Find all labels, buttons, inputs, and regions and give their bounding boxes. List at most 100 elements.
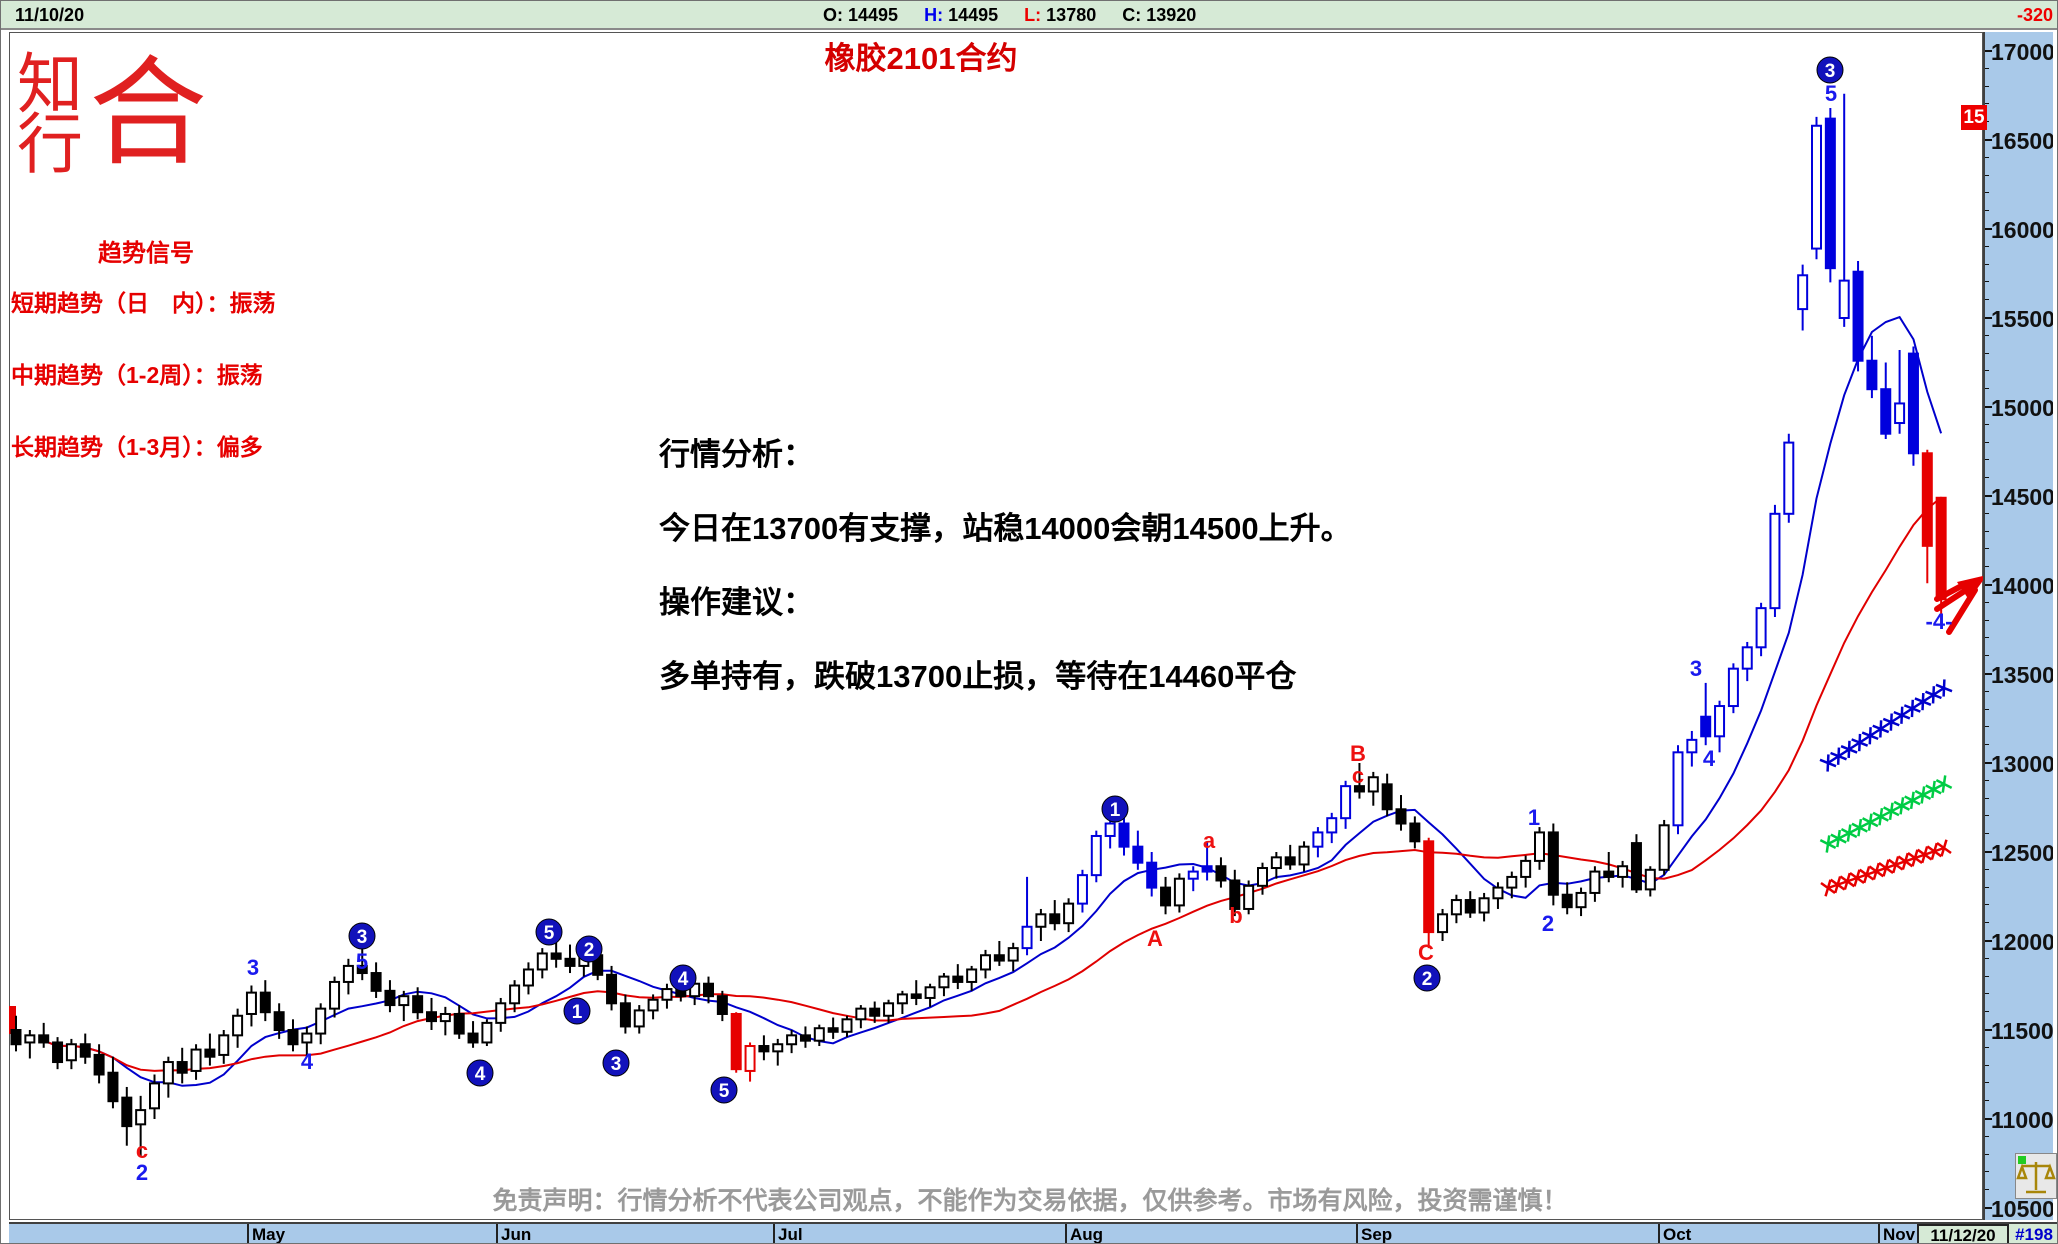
hatch-mark [1925,784,1942,795]
y-axis-label: 16000 [1991,217,2053,243]
y-axis-minor-tick [1985,726,1989,728]
candle-body [232,1014,244,1037]
wave-circle [1101,795,1129,823]
candle-body [1187,870,1199,880]
wave-label: 4 [301,1049,314,1074]
wave-circle-number: 4 [475,1064,486,1085]
candle-body [1395,808,1407,825]
y-axis-minor-tick [1985,690,1989,692]
y-axis-tick [1985,851,1992,853]
y-axis-minor-tick [1985,601,1989,603]
hatch-mark [1819,838,1837,850]
hatch-mark [1830,833,1847,844]
y-axis-minor-tick [1985,833,1989,835]
candle-body [758,1045,770,1053]
wave-label: 1 [1528,805,1540,830]
y-axis-minor-tick [1985,423,1989,425]
candle-body [869,1007,881,1017]
candle-body [1423,840,1435,934]
candle-body [841,1018,853,1033]
scale-icon[interactable] [2015,1153,2057,1199]
candle-body [149,1082,160,1110]
y-axis-tick [1985,317,1992,319]
low-quote: L: 13780 [1024,5,1097,25]
wave-label: 3 [247,955,259,980]
y-axis-minor-tick [1985,370,1989,372]
x-axis-month-label: Aug [1070,1225,1104,1244]
candle-body [467,1032,479,1044]
candle-body [1326,817,1338,834]
candle-body [24,1034,36,1044]
candle-body [481,1021,493,1044]
candle-body [855,1007,867,1021]
candle-body [1617,865,1629,878]
hatch-mark [1936,841,1952,855]
trend-long: 长期趋势（1-3月）：偏多 [11,434,263,460]
candle-body [1783,441,1795,515]
candle-body [1824,117,1836,270]
x-axis-month-label: May [252,1225,286,1244]
candle-body [1672,751,1684,827]
hatch-mark [1861,817,1879,828]
clipped-candle-mark [9,1006,16,1034]
price-change: -320 [2016,5,2053,25]
candle-body [356,964,368,975]
hatch-mark [1935,683,1953,693]
y-axis-label: 14000 [1991,573,2053,599]
y-axis-minor-tick [1985,637,1989,639]
y-axis-minor-tick [1985,245,1989,247]
wave-circle-number: 2 [584,940,595,961]
wave-circle-number: 4 [678,969,689,990]
candle-body [633,1009,645,1028]
y-axis-minor-tick [1985,779,1989,781]
y-axis-minor-tick [1985,1153,1989,1155]
y-axis-label: 14500 [1991,484,2053,510]
hatch-mark [1935,778,1953,790]
y-axis-minor-tick [1985,210,1989,212]
candle-body [301,1032,313,1044]
analysis-line: 今日在13700有支撑，站稳14000会朝14500上升。 [659,511,1352,546]
y-axis-minor-tick [1985,67,1989,69]
hatch-trendline [1827,686,1945,765]
candle-body [1547,831,1559,896]
candle-body [1021,925,1033,950]
y-axis-minor-tick [1985,192,1989,194]
wave-circle-number: 5 [719,1081,730,1102]
wave-label: b [1229,903,1242,928]
hatch-mark [1878,861,1894,875]
candle-body [245,991,257,1015]
candle-body [1063,902,1075,925]
candle-body [910,993,922,999]
candle-body [1215,865,1227,882]
y-axis-tick [1985,495,1992,497]
y-axis-minor-tick [1985,1064,1989,1066]
y-axis-label: 12500 [1991,840,2053,866]
y-axis-minor-tick [1985,1171,1989,1173]
candle-body [1257,867,1268,887]
candle-body [259,991,271,1014]
forecast-arrow-head [1957,575,1987,600]
y-axis-minor-tick [1985,263,1989,265]
trend-mid: 中期趋势（1-2周）：振荡 [11,362,263,388]
candle-body [1755,607,1767,649]
close-quote: C: 13920 [1122,5,1197,25]
y-axis-tick [1985,584,1992,586]
y-axis-tick [1985,940,1992,942]
candle-body [1644,868,1656,891]
candle-body [1589,870,1601,894]
hatch-mark [1907,851,1923,865]
y-axis-label: 13000 [1991,751,2053,777]
candle-body [1132,845,1144,864]
hatch-mark [1883,806,1900,817]
candle-body [1090,834,1102,877]
y-axis-minor-tick [1985,334,1989,336]
candle-body [135,1109,147,1126]
y-axis-minor-tick [1985,1189,1989,1191]
candle-body [1298,845,1310,866]
y-axis-tick [1985,406,1992,408]
hatch-mark [1868,865,1885,878]
candle-body [93,1053,105,1076]
analysis-heading: 行情分析： [659,437,814,472]
wave-circle [710,1076,738,1104]
